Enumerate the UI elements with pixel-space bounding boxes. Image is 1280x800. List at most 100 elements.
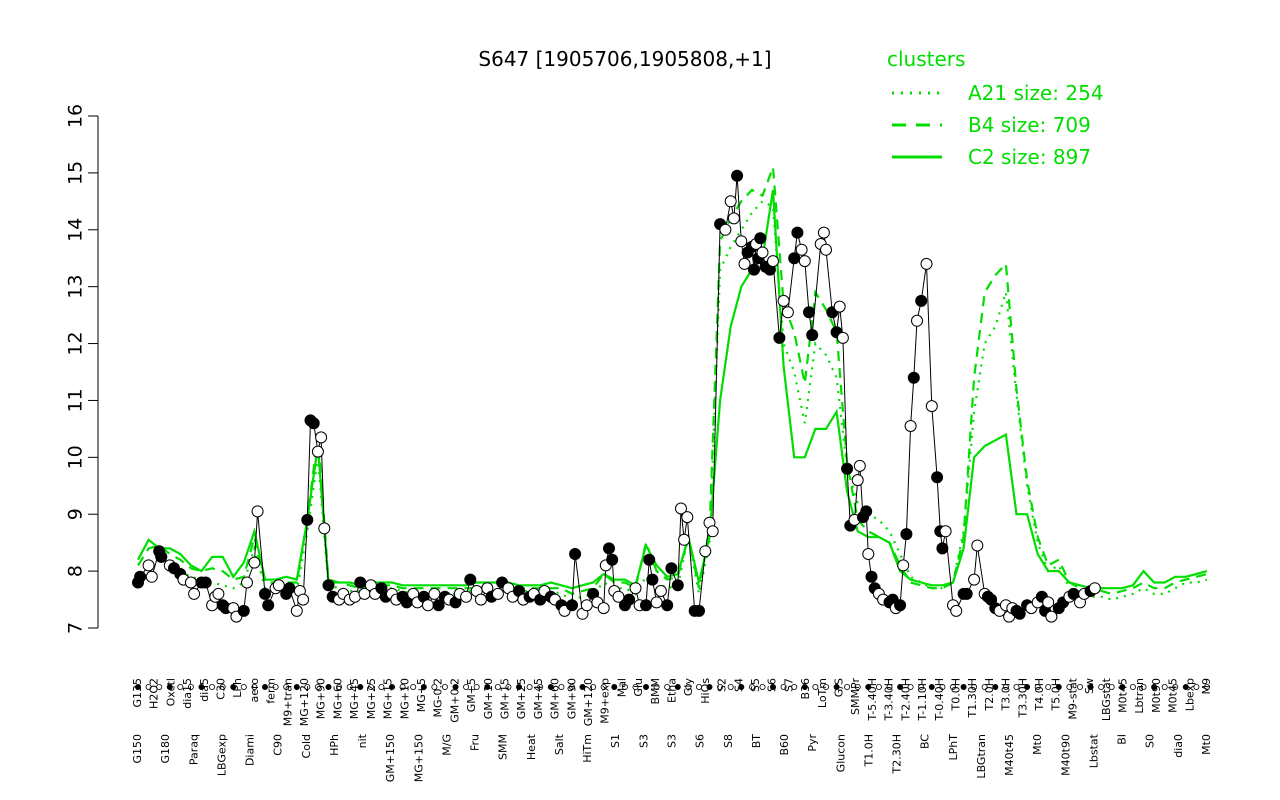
x-category-marker	[791, 684, 798, 691]
x-category-marker	[134, 684, 141, 691]
series-line-solid	[137, 189, 1208, 590]
x-category-marker	[1182, 684, 1189, 691]
x-tick-label: BC	[919, 734, 932, 749]
data-point	[1042, 596, 1055, 609]
x-tick-label: BT	[750, 734, 763, 749]
x-tick-label: Sw	[1083, 678, 1096, 694]
x-tick-label: M9+tran	[281, 678, 294, 726]
x-category-marker	[1034, 684, 1041, 691]
data-point	[671, 579, 684, 592]
data-point	[920, 257, 933, 270]
x-tick-label: S8	[722, 734, 735, 748]
data-point	[640, 599, 652, 612]
x-tick-label: dia0	[1172, 734, 1185, 758]
x-category-marker	[558, 684, 565, 691]
data-point	[853, 459, 866, 472]
data-point	[907, 371, 920, 384]
x-category-marker	[600, 684, 607, 691]
data-point	[735, 235, 748, 248]
data-point	[315, 431, 328, 444]
x-tick-label: Lbexp	[1183, 678, 1196, 711]
x-category-marker	[219, 684, 226, 691]
data-point	[756, 246, 769, 259]
x-category-marker	[569, 684, 576, 691]
data-point	[248, 556, 261, 569]
x-category-marker	[643, 684, 650, 691]
data-point	[678, 533, 691, 546]
data-point	[860, 505, 873, 518]
data-point	[836, 331, 849, 344]
y-tick-label: 11	[65, 388, 87, 412]
x-category-marker	[939, 684, 946, 691]
x-category-marker	[664, 684, 671, 691]
x-tick-label: GM+150	[384, 734, 397, 782]
x-category-marker	[1193, 684, 1200, 691]
data-point	[1045, 610, 1058, 623]
x-category-marker	[1140, 684, 1147, 691]
x-tick-label: MG+120	[298, 678, 311, 726]
data-point	[646, 573, 659, 586]
x-category-marker	[1013, 684, 1020, 691]
data-point	[301, 513, 314, 526]
data-point	[650, 596, 663, 609]
data-point	[748, 263, 760, 276]
x-tick-label: T1.30H	[966, 678, 979, 718]
x-tick-label: LoTm	[816, 678, 829, 708]
data-point	[283, 582, 296, 595]
x-tick-label: GM+120	[582, 678, 595, 726]
x-tick-label: M/G	[440, 734, 453, 756]
x-tick-label: T1.0H	[862, 734, 875, 767]
data-point	[623, 593, 636, 606]
x-tick-label: S0	[1144, 734, 1157, 748]
data-point	[897, 559, 910, 572]
x-tick-label: T-1.10H	[916, 678, 929, 721]
x-tick-label: M9	[1200, 678, 1213, 695]
x-tick-label: aero	[248, 678, 261, 703]
x-category-marker	[801, 684, 808, 691]
data-point	[422, 599, 434, 612]
x-tick-label: S3	[637, 734, 650, 748]
x-tick-label: LBGstat	[1100, 677, 1113, 721]
points-line	[137, 175, 1096, 619]
data-point	[290, 604, 303, 617]
x-tick-label: Gly	[682, 678, 695, 697]
x-category-marker	[928, 684, 935, 691]
x-tick-label: Cold	[300, 734, 313, 758]
x-category-marker	[494, 684, 501, 691]
x-category-marker	[367, 684, 374, 691]
x-tick-label: M0t90	[1150, 678, 1163, 713]
data-point	[566, 599, 578, 612]
x-tick-label: ferm	[265, 678, 278, 704]
x-category-marker	[547, 684, 554, 691]
x-category-marker	[505, 684, 512, 691]
y-tick-label: 8	[65, 565, 87, 577]
y-tick-label: 16	[65, 104, 87, 128]
x-category-marker	[780, 684, 787, 691]
x-tick-label: S2	[716, 678, 729, 692]
x-category-marker	[960, 684, 967, 691]
data-point	[767, 255, 779, 268]
data-point	[212, 587, 225, 600]
x-tick-label: C30	[215, 678, 228, 700]
data-point	[936, 542, 949, 555]
data-point	[654, 585, 667, 597]
x-tick-label: GM+60	[549, 678, 562, 719]
x-tick-label: Lbtran	[1133, 678, 1146, 714]
data-point	[354, 576, 367, 589]
x-category-marker	[431, 684, 438, 691]
x-category-marker	[166, 684, 173, 691]
x-tick-label: GM+0.2	[448, 678, 461, 723]
data-point	[693, 604, 705, 617]
x-tick-label: Heat	[525, 733, 538, 760]
data-point	[318, 522, 331, 535]
series-line-dashed	[137, 166, 1208, 596]
x-tick-label: SMM	[497, 734, 510, 760]
data-point	[968, 573, 981, 586]
x-tick-label: MG+45	[348, 678, 361, 719]
x-category-marker	[1129, 684, 1136, 691]
x-category-marker	[336, 684, 343, 691]
data-point	[491, 587, 504, 600]
x-category-marker	[1172, 684, 1179, 691]
x-tick-label: S3	[666, 734, 679, 748]
data-point	[851, 474, 864, 487]
